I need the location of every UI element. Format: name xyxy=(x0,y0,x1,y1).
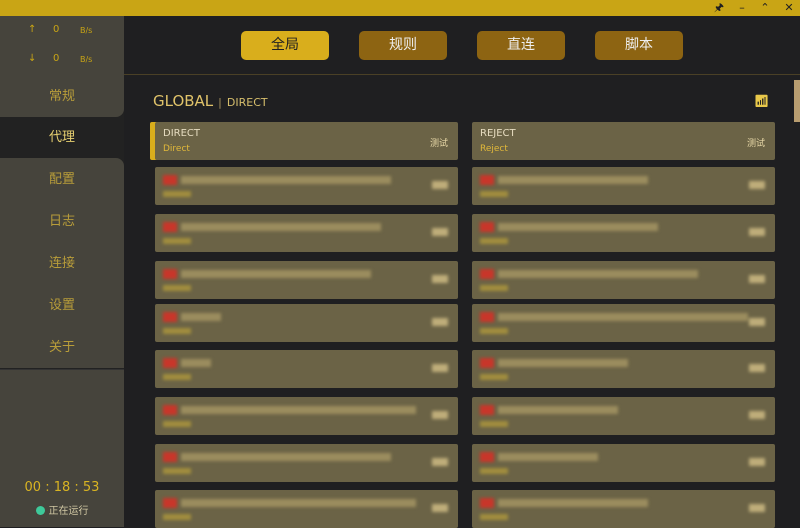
proxy-card-obscured[interactable] xyxy=(472,214,775,252)
sidebar-item-about[interactable]: 关于 xyxy=(48,340,75,355)
sidebar-item-proxies[interactable]: 代理 xyxy=(48,130,75,145)
sidebar: ↑ 0 B/s ↓ 0 B/s 常规 代理 配置 日志 连接 设置 关于 00 … xyxy=(0,16,124,527)
proxy-card-reject[interactable]: REJECT Reject 测试 xyxy=(472,122,775,160)
status-indicator: 正在运行 xyxy=(0,502,124,517)
flag-icon xyxy=(163,405,177,415)
proxy-card-obscured[interactable] xyxy=(155,261,458,299)
title-bar: 🖈 – ⌃ ✕ xyxy=(0,0,800,16)
status-dot-icon xyxy=(35,506,45,515)
divider xyxy=(124,74,800,75)
flag-icon xyxy=(480,452,494,462)
flag-icon xyxy=(480,405,494,415)
flag-icon xyxy=(163,452,177,462)
minimize-icon[interactable]: – xyxy=(739,1,745,14)
group-heading: GLOBAL | DIRECT xyxy=(153,92,268,110)
sidebar-item-general[interactable]: 常规 xyxy=(48,89,75,104)
proxy-card-obscured[interactable] xyxy=(155,167,458,205)
uptime: 00 : 18 : 53 xyxy=(24,480,100,495)
upload-speed: ↑ 0 B/s xyxy=(28,24,93,35)
proxy-card-direct[interactable]: DIRECT Direct 测试 xyxy=(155,122,458,160)
flag-icon xyxy=(480,358,494,368)
flag-icon xyxy=(163,222,177,232)
flag-icon xyxy=(163,358,177,368)
pin-icon[interactable]: 🖈 xyxy=(713,1,725,14)
flag-icon xyxy=(163,498,177,508)
maximize-icon[interactable]: ⌃ xyxy=(760,1,770,14)
proxy-card-obscured[interactable] xyxy=(155,350,458,388)
proxy-card-obscured[interactable] xyxy=(155,397,458,435)
upload-arrow-icon: ↑ xyxy=(28,24,37,35)
proxy-card-obscured[interactable] xyxy=(472,350,775,388)
flag-icon xyxy=(480,269,494,279)
sidebar-item-profiles[interactable]: 配置 xyxy=(48,172,75,187)
flag-icon xyxy=(480,498,494,508)
test-button[interactable]: 测试 xyxy=(746,139,765,149)
scrollbar[interactable] xyxy=(794,80,800,122)
flag-icon xyxy=(480,175,494,185)
proxy-card-obscured[interactable] xyxy=(155,490,458,528)
proxy-card-obscured[interactable] xyxy=(472,304,775,342)
flag-icon xyxy=(163,312,177,322)
proxy-card-obscured[interactable] xyxy=(472,167,775,205)
mode-script-button[interactable]: 脚本 xyxy=(595,31,683,60)
download-speed: ↓ 0 B/s xyxy=(28,53,93,64)
proxy-card-obscured[interactable] xyxy=(472,444,775,482)
group-selected: DIRECT xyxy=(226,96,268,109)
mode-global-button[interactable]: 全局 xyxy=(241,31,329,60)
proxy-card-obscured[interactable] xyxy=(472,490,775,528)
sidebar-item-settings[interactable]: 设置 xyxy=(48,298,75,313)
sidebar-item-connections[interactable]: 连接 xyxy=(48,256,75,271)
mode-direct-button[interactable]: 直连 xyxy=(477,31,565,60)
proxy-card-obscured[interactable] xyxy=(155,214,458,252)
test-button[interactable]: 测试 xyxy=(429,139,448,149)
flag-icon xyxy=(163,175,177,185)
proxy-card-obscured[interactable] xyxy=(472,397,775,435)
flag-icon xyxy=(163,269,177,279)
close-icon[interactable]: ✕ xyxy=(784,1,794,14)
latency-test-icon[interactable]: 📶︎ xyxy=(754,94,770,108)
flag-icon xyxy=(480,312,494,322)
proxy-card-obscured[interactable] xyxy=(155,304,458,342)
download-arrow-icon: ↓ xyxy=(28,53,37,64)
proxy-card-obscured[interactable] xyxy=(472,261,775,299)
mode-rule-button[interactable]: 规则 xyxy=(359,31,447,60)
proxy-card-obscured[interactable] xyxy=(155,444,458,482)
sidebar-item-logs[interactable]: 日志 xyxy=(48,214,75,229)
flag-icon xyxy=(480,222,494,232)
